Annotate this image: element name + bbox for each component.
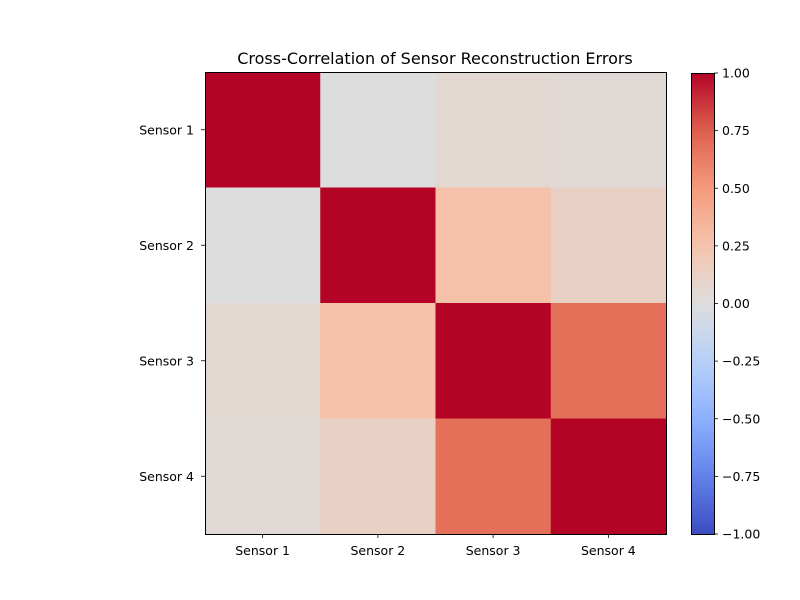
heatmap-cell-r3-c2 — [320, 303, 436, 419]
heatmap-cell-r4-c4 — [550, 418, 667, 535]
x-tick-label: Sensor 4 — [581, 543, 636, 558]
heatmap-cell-r4-c1 — [205, 418, 321, 535]
colorbar-axis: 1.00 0.75 0.50 0.25 0.00 −0.25 −0.50 −0.75 −1.00 — [714, 66, 760, 542]
colorbar-tick-label: 1.00 — [722, 66, 750, 81]
heatmap-cell-r1-c3 — [435, 72, 552, 188]
heatmap-cell-r4-c3 — [435, 418, 552, 535]
heatmap-cell-r4-c2 — [320, 418, 436, 535]
y-axis: Sensor 1 Sensor 2 Sensor 3 Sensor 4 — [139, 122, 205, 484]
colorbar-tick-label: −1.00 — [722, 527, 760, 542]
plot-frame — [205, 72, 667, 535]
x-tick-label: Sensor 1 — [235, 543, 290, 558]
heatmap-cell-r1-c1 — [205, 72, 321, 188]
heatmap-cell-r2-c2 — [320, 187, 436, 304]
heatmap-cell-r2-c3 — [435, 187, 552, 304]
heatmap-cells — [205, 72, 667, 535]
y-tick-label: Sensor 1 — [139, 122, 194, 137]
heatmap-cell-r1-c4 — [550, 72, 667, 188]
colorbar-tick-label: 0.75 — [722, 123, 750, 138]
heatmap-cell-r2-c1 — [205, 187, 321, 304]
colorbar — [691, 73, 714, 534]
colorbar-tick-label: 0.50 — [722, 181, 750, 196]
heatmap-cell-r2-c4 — [550, 187, 667, 304]
colorbar-tick-label: 0.00 — [722, 296, 750, 311]
colorbar-tick-label: −0.75 — [722, 469, 760, 484]
colorbar-frame — [691, 73, 715, 535]
colorbar-tick-label: −0.50 — [722, 411, 760, 426]
x-axis: Sensor 1 Sensor 2 Sensor 3 Sensor 4 — [235, 534, 636, 558]
y-tick-label: Sensor 3 — [139, 353, 194, 368]
y-tick-label: Sensor 4 — [139, 469, 194, 484]
heatmap-cell-r1-c2 — [320, 72, 436, 188]
y-tick-label: Sensor 2 — [139, 238, 194, 253]
heatmap-cell-r3-c1 — [205, 303, 321, 419]
heatmap-cell-r3-c4 — [550, 303, 667, 419]
colorbar-tick-label: −0.25 — [722, 354, 760, 369]
x-tick-label: Sensor 2 — [350, 543, 405, 558]
x-tick-label: Sensor 3 — [466, 543, 521, 558]
colorbar-tick-label: 0.25 — [722, 238, 750, 253]
chart-title: Cross-Correlation of Sensor Reconstructi… — [237, 49, 633, 68]
heatmap-cell-r3-c3 — [435, 303, 552, 419]
